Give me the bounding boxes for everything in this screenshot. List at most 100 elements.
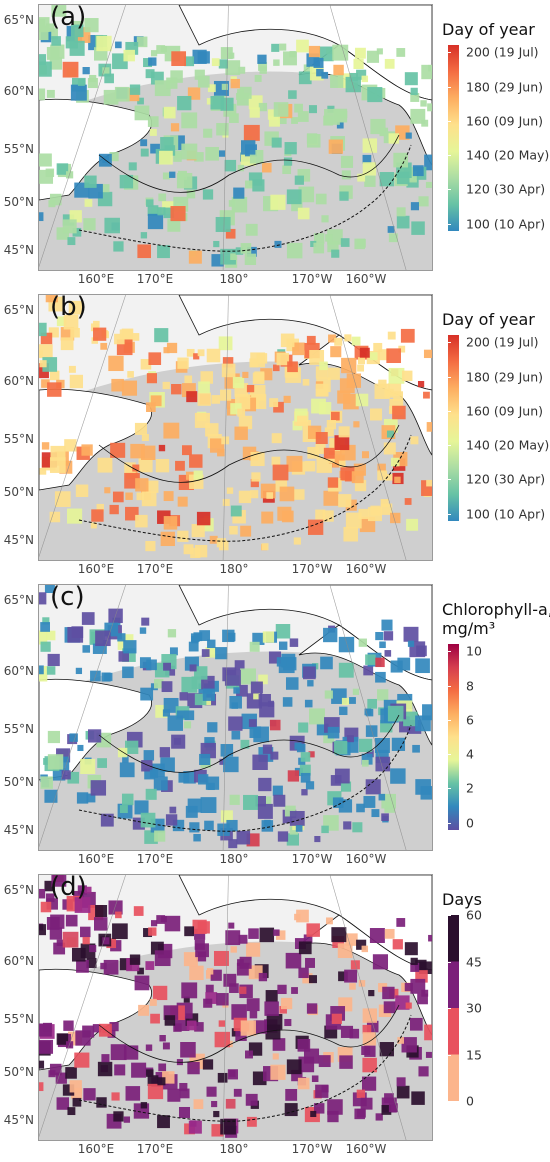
- legend-tick-label: 4: [466, 746, 474, 762]
- legend-tick-label: 6: [466, 712, 474, 728]
- shelf-contour: [98, 1004, 400, 1063]
- lon-tick-label: 160°E: [77, 562, 115, 576]
- map-canvas: [39, 875, 432, 1140]
- data-field: [39, 875, 432, 1138]
- legend-tick-mark: [448, 189, 451, 191]
- legend-tick-mark: [448, 1101, 451, 1102]
- map-frame: [38, 584, 433, 851]
- map-frame: [38, 294, 433, 561]
- lat-tick-label: 45°N: [3, 823, 34, 837]
- legend-tick-mark: [448, 479, 451, 481]
- legend-title: mg/m³: [442, 619, 496, 638]
- legend-tick-mark: [448, 685, 451, 687]
- panel-label: (a): [50, 2, 87, 32]
- lon-tick-label: 180°: [219, 562, 249, 576]
- lon-tick-label: 160°W: [345, 562, 387, 576]
- legend-tick-label: 2: [466, 780, 474, 796]
- lon-tick-label: 170°W: [291, 272, 333, 286]
- lat-tick-label: 45°N: [3, 533, 34, 547]
- legend-tick-mark: [448, 342, 451, 344]
- lat-tick-label: 65°N: [3, 13, 34, 27]
- panel-label: (d): [50, 872, 87, 902]
- lat-tick-label: 65°N: [3, 593, 34, 607]
- legend-tick-mark: [448, 155, 451, 157]
- lat-tick-label: 65°N: [3, 303, 34, 317]
- lon-tick-label: 170°E: [136, 852, 174, 866]
- lon-tick-label: 170°E: [136, 272, 174, 286]
- lat-tick-label: 55°N: [3, 142, 34, 156]
- lon-tick-label: 180°: [219, 272, 249, 286]
- map-panel-b: (b) 65°N 60°N 55°N 50°N 45°N 160°E 170°E 180° 170…: [0, 290, 550, 580]
- legend-tick-label: 140 (20 May): [466, 437, 550, 453]
- lon-tick-label: 170°W: [291, 852, 333, 866]
- lat-tick-label: 45°N: [3, 1113, 34, 1127]
- map-canvas: [39, 5, 432, 270]
- shelf-contour: [98, 424, 400, 483]
- lat-tick-label: 55°N: [3, 432, 34, 446]
- legend-tick-label: 15: [466, 1047, 482, 1062]
- legend-tick-label: 160 (09 Jun): [466, 113, 543, 129]
- map-frame: [38, 4, 433, 271]
- legend-colorbar: [448, 644, 459, 830]
- legend-tick-label: 200 (19 Jul): [466, 44, 539, 60]
- legend-tick-label: 60: [466, 907, 482, 923]
- legend-tick-label: 180 (29 Jun): [466, 79, 543, 95]
- legend-tick-mark: [448, 788, 451, 790]
- lon-tick-label: 160°W: [345, 852, 387, 866]
- legend-tick-label: 0: [466, 1093, 474, 1109]
- data-field: [39, 585, 432, 849]
- map-frame: [38, 874, 433, 1141]
- lon-tick-label: 170°E: [136, 1142, 174, 1156]
- legend-title: Day of year: [442, 310, 535, 329]
- lat-tick-label: 50°N: [3, 1065, 34, 1079]
- lon-tick-label: 170°W: [291, 562, 333, 576]
- legend-tick-label: 120 (30 Apr): [466, 181, 546, 197]
- legend-tick-mark: [448, 376, 451, 378]
- lon-tick-label: 160°E: [77, 272, 115, 286]
- map-panel-a: (a) 65°N 60°N 55°N 50°N 45°N 160°E 170°E 180° 170…: [0, 0, 550, 290]
- legend-title: Days: [442, 890, 482, 909]
- map-canvas: [39, 585, 432, 850]
- graticule: [39, 585, 407, 850]
- legend-title: Chlorophyll-a,: [442, 600, 550, 619]
- legend-tick-mark: [448, 223, 451, 225]
- legend-title: Day of year: [442, 20, 535, 39]
- panel-label: (b): [50, 292, 87, 322]
- legend-tick-mark: [448, 961, 451, 963]
- legend-colorbar: [448, 45, 459, 231]
- legend-tick-mark: [448, 822, 451, 824]
- legend-colorbar: [448, 335, 459, 521]
- map-canvas: [39, 295, 432, 560]
- legend-tick-mark: [448, 754, 451, 756]
- legend-tick-label: 180 (29 Jun): [466, 369, 543, 385]
- legend-tick-mark: [448, 651, 451, 653]
- color-legend: Day of year 200 (19 Jul) 180 (29 Jun) 160 (…: [442, 310, 550, 521]
- legend-tick-mark: [448, 513, 451, 515]
- color-legend: Day of year 200 (19 Jul) 180 (29 Jun) 160 (…: [442, 20, 550, 231]
- lon-tick-label: 160°W: [345, 1142, 387, 1156]
- lon-tick-label: 160°E: [77, 1142, 115, 1156]
- legend-tick-label: 160 (09 Jun): [466, 403, 543, 419]
- legend-tick-label: 45: [466, 954, 482, 969]
- legend-tick-mark: [448, 120, 451, 122]
- legend-tick-label: 100 (10 Apr): [466, 506, 546, 522]
- lat-tick-label: 45°N: [3, 243, 34, 257]
- lat-tick-label: 65°N: [3, 883, 34, 897]
- legend-tick-label: 120 (30 Apr): [466, 471, 546, 487]
- graticule: [39, 875, 407, 1140]
- shelf-contour: [98, 134, 400, 193]
- aleutian-islands: [78, 1014, 412, 1122]
- legend-tick-mark: [448, 1054, 451, 1056]
- lat-tick-label: 60°N: [3, 664, 34, 678]
- aleutian-islands: [78, 144, 412, 252]
- map-panel-c: (c) 65°N 60°N 55°N 50°N 45°N 160°E 170°E 180° 170…: [0, 580, 550, 870]
- legend-tick-mark: [448, 915, 451, 916]
- legend-tick-label: 8: [466, 678, 474, 694]
- legend-tick-label: 0: [466, 815, 474, 831]
- legend-tick-mark: [448, 52, 451, 54]
- legend-tick-mark: [448, 445, 451, 447]
- lat-tick-label: 60°N: [3, 954, 34, 968]
- lon-tick-label: 170°W: [291, 1142, 333, 1156]
- lat-tick-label: 55°N: [3, 1012, 34, 1026]
- legend-colorbar: [448, 915, 459, 1101]
